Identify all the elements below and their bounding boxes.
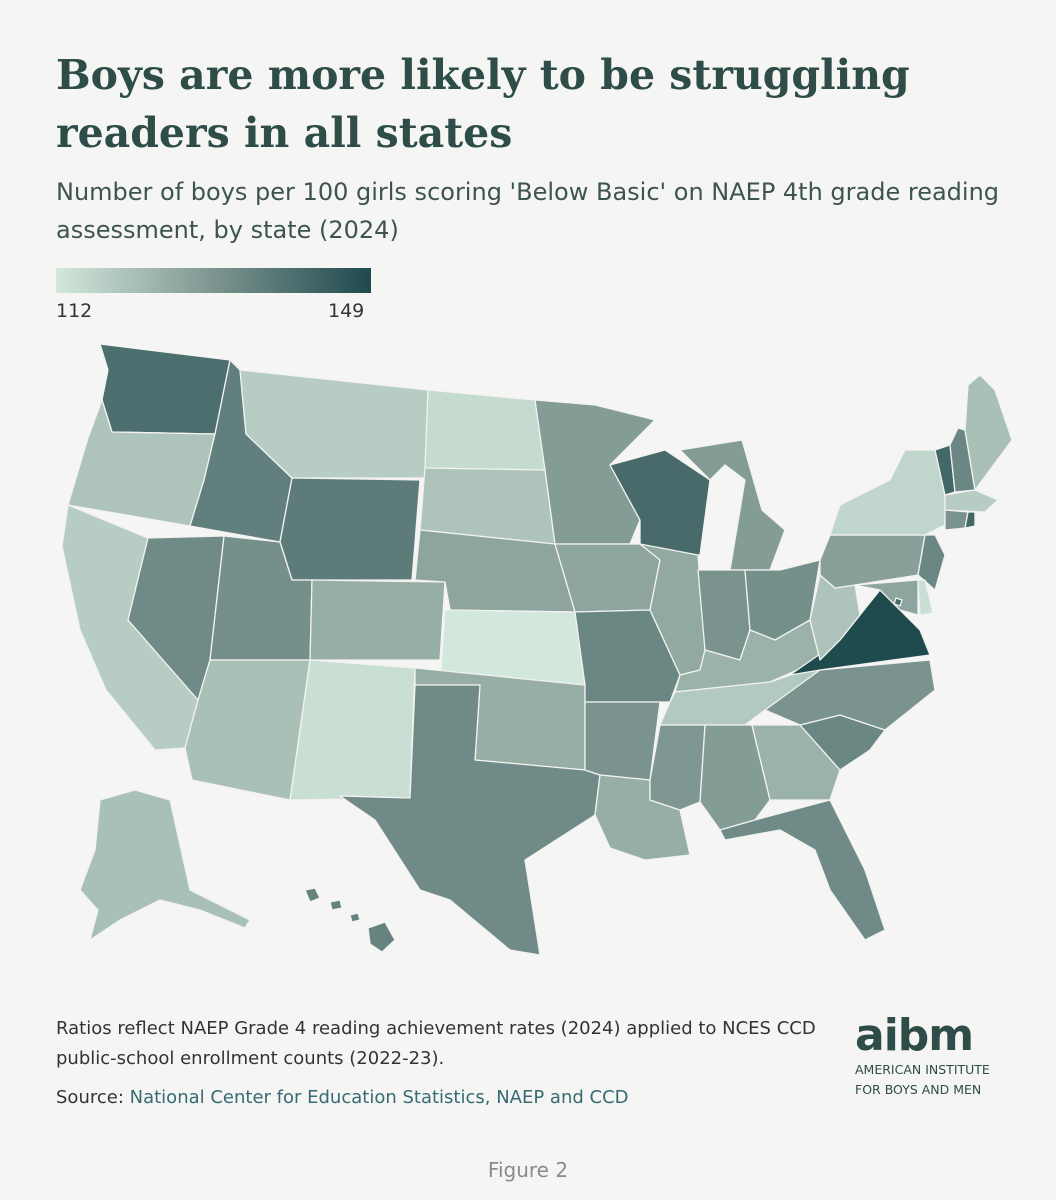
source-link[interactable]: National Center for Education Statistics… xyxy=(129,1087,629,1108)
logo-mark: aibm xyxy=(855,1010,974,1061)
state-nm[interactable] xyxy=(289,659,416,801)
legend-min-label: 112 xyxy=(56,300,93,322)
state-wa[interactable] xyxy=(99,343,231,435)
state-co[interactable] xyxy=(309,579,446,661)
source-label: Source: xyxy=(56,1087,124,1108)
logo-line-1: AMERICAN INSTITUTE xyxy=(855,1062,990,1077)
state-de[interactable] xyxy=(917,579,934,616)
figure-caption: Figure 2 xyxy=(487,1158,569,1182)
state-mt[interactable] xyxy=(239,369,429,479)
state-wy[interactable] xyxy=(279,477,421,581)
aibm-logo: aibm AMERICAN INSTITUTE FOR BOYS AND MEN xyxy=(855,1014,1015,1098)
chart-notes: Ratios reflect NAEP Grade 4 reading achi… xyxy=(56,1018,816,1069)
state-ny[interactable] xyxy=(829,449,946,536)
state-ms[interactable] xyxy=(649,724,706,811)
state-ri[interactable] xyxy=(964,511,976,529)
state-ak[interactable] xyxy=(79,789,251,941)
state-me[interactable] xyxy=(964,374,1013,491)
state-az[interactable] xyxy=(184,659,311,801)
legend-max-label: 149 xyxy=(328,300,365,322)
state-ga[interactable] xyxy=(751,724,841,801)
state-nj[interactable] xyxy=(917,534,946,591)
state-md[interactable] xyxy=(854,579,919,616)
color-scale-legend xyxy=(56,268,371,293)
source-line: Source: National Center for Education St… xyxy=(56,1087,629,1108)
state-fl[interactable] xyxy=(719,799,886,941)
state-in[interactable] xyxy=(697,569,751,661)
state-hi[interactable] xyxy=(304,887,396,953)
logo-line-2: FOR BOYS AND MEN xyxy=(855,1082,982,1097)
state-dc[interactable] xyxy=(893,597,903,607)
state-ma[interactable] xyxy=(944,489,999,513)
us-states-map xyxy=(61,343,1013,956)
chart-subtitle: Number of boys per 100 girls scoring 'Be… xyxy=(56,178,1000,244)
state-nd[interactable] xyxy=(424,389,546,471)
chart-title: Boys are more likely to be struggling re… xyxy=(56,51,910,157)
state-tx[interactable] xyxy=(339,684,601,956)
state-ar[interactable] xyxy=(584,701,661,781)
state-nc[interactable] xyxy=(764,659,936,731)
